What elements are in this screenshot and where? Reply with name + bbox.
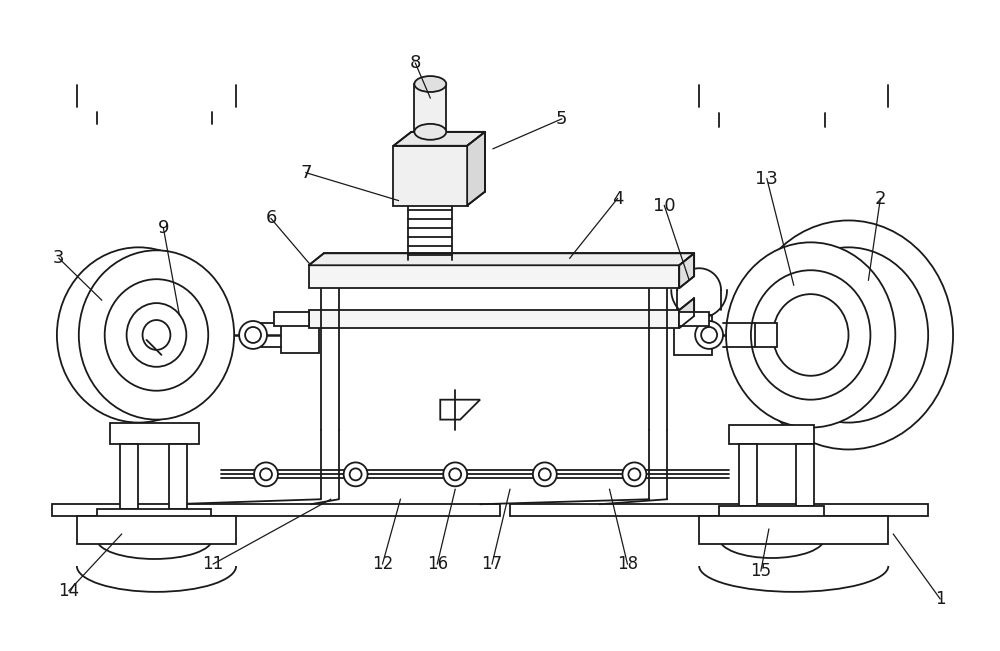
Text: 16: 16 xyxy=(427,555,448,573)
Text: 13: 13 xyxy=(755,170,778,187)
Ellipse shape xyxy=(127,303,186,367)
Text: 1: 1 xyxy=(935,590,945,608)
Bar xyxy=(281,317,319,353)
Ellipse shape xyxy=(344,462,368,486)
Ellipse shape xyxy=(105,279,208,391)
Polygon shape xyxy=(309,253,694,265)
Ellipse shape xyxy=(245,327,261,343)
Ellipse shape xyxy=(414,124,446,140)
Ellipse shape xyxy=(449,468,461,480)
Ellipse shape xyxy=(414,76,446,92)
Bar xyxy=(97,509,211,527)
Ellipse shape xyxy=(57,247,220,422)
Text: 10: 10 xyxy=(653,197,676,215)
Bar xyxy=(393,146,468,206)
Text: 4: 4 xyxy=(612,189,623,208)
Ellipse shape xyxy=(726,242,895,428)
Polygon shape xyxy=(440,400,480,420)
Text: 17: 17 xyxy=(481,555,503,573)
Text: 11: 11 xyxy=(203,555,224,573)
Ellipse shape xyxy=(751,270,870,400)
Text: 5: 5 xyxy=(556,110,567,128)
Ellipse shape xyxy=(628,468,640,480)
Text: 8: 8 xyxy=(410,54,421,72)
Ellipse shape xyxy=(239,321,267,349)
Bar xyxy=(755,323,777,347)
Bar xyxy=(274,312,309,326)
Polygon shape xyxy=(393,132,485,146)
Ellipse shape xyxy=(769,247,928,422)
Text: 14: 14 xyxy=(58,582,79,600)
Text: 3: 3 xyxy=(53,249,65,268)
Bar xyxy=(77,516,236,544)
Bar xyxy=(309,265,679,288)
Polygon shape xyxy=(679,253,694,288)
Ellipse shape xyxy=(744,221,953,449)
Ellipse shape xyxy=(533,462,557,486)
Ellipse shape xyxy=(773,294,849,376)
Ellipse shape xyxy=(260,468,272,480)
Polygon shape xyxy=(679,298,694,328)
Bar xyxy=(674,315,712,355)
Bar xyxy=(110,422,199,445)
Ellipse shape xyxy=(143,320,170,350)
Bar xyxy=(510,505,928,516)
Text: 15: 15 xyxy=(750,562,771,580)
Bar xyxy=(120,445,138,509)
Bar xyxy=(414,84,446,132)
Ellipse shape xyxy=(622,462,646,486)
Ellipse shape xyxy=(79,251,234,420)
Text: 7: 7 xyxy=(300,163,312,182)
Text: 18: 18 xyxy=(617,555,638,573)
Text: 9: 9 xyxy=(158,219,169,238)
Ellipse shape xyxy=(84,275,193,395)
Bar xyxy=(679,312,709,326)
Bar xyxy=(796,445,814,506)
Bar xyxy=(739,445,757,506)
Polygon shape xyxy=(467,132,485,206)
Ellipse shape xyxy=(443,462,467,486)
Text: 2: 2 xyxy=(875,189,886,208)
Bar xyxy=(699,516,888,544)
Bar xyxy=(719,506,824,524)
Text: 12: 12 xyxy=(372,555,393,573)
Bar xyxy=(729,424,814,445)
Ellipse shape xyxy=(350,468,362,480)
Ellipse shape xyxy=(121,315,156,355)
Bar xyxy=(169,445,187,509)
Ellipse shape xyxy=(254,462,278,486)
Ellipse shape xyxy=(539,468,551,480)
Bar xyxy=(52,505,500,516)
Ellipse shape xyxy=(701,327,717,343)
Bar xyxy=(309,310,679,328)
Ellipse shape xyxy=(695,321,723,349)
Text: 6: 6 xyxy=(265,210,277,227)
